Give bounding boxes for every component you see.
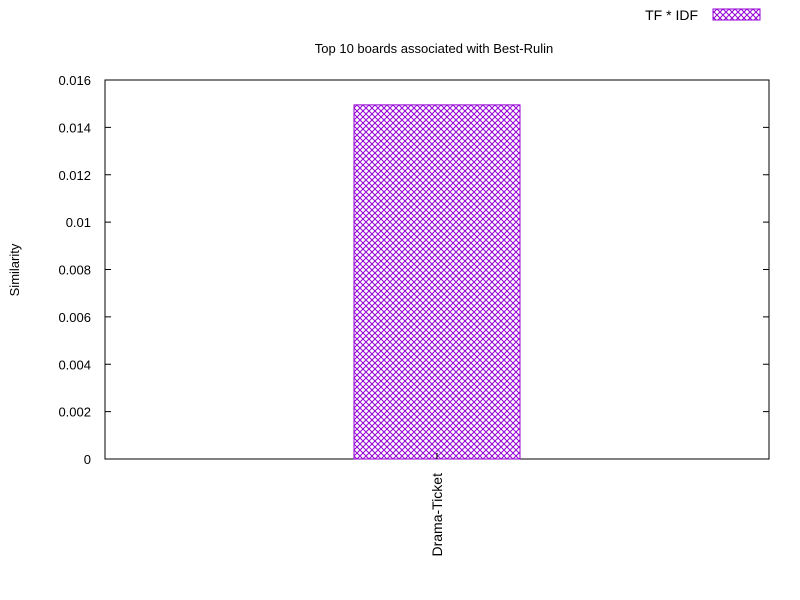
legend-swatch: [712, 8, 761, 21]
y-tick-label: 0.002: [58, 405, 91, 420]
y-axis-ticks: 0 0.002 0.004 0.006 0.008 0.01 0.012 0.014 0.016: [58, 73, 769, 467]
y-tick-label: 0.006: [58, 310, 91, 325]
y-tick-label: 0: [84, 452, 91, 467]
x-axis-ticks: Drama-Ticket: [429, 453, 445, 557]
y-axis-label: Similarity: [7, 243, 22, 296]
y-tick-label: 0.01: [66, 215, 91, 230]
y-tick-label: 0.016: [58, 73, 91, 88]
x-tick-label: Drama-Ticket: [429, 473, 445, 557]
y-tick-label: 0.008: [58, 263, 91, 278]
y-tick-label: 0.012: [58, 168, 91, 183]
legend-label: TF * IDF: [645, 7, 698, 23]
bar-drama-ticket: [353, 104, 521, 460]
bars: [353, 104, 521, 460]
legend: TF * IDF: [645, 7, 761, 23]
y-tick-label: 0.014: [58, 120, 91, 135]
chart-title: Top 10 boards associated with Best-Rulin: [315, 41, 553, 56]
y-tick-label: 0.004: [58, 357, 91, 372]
